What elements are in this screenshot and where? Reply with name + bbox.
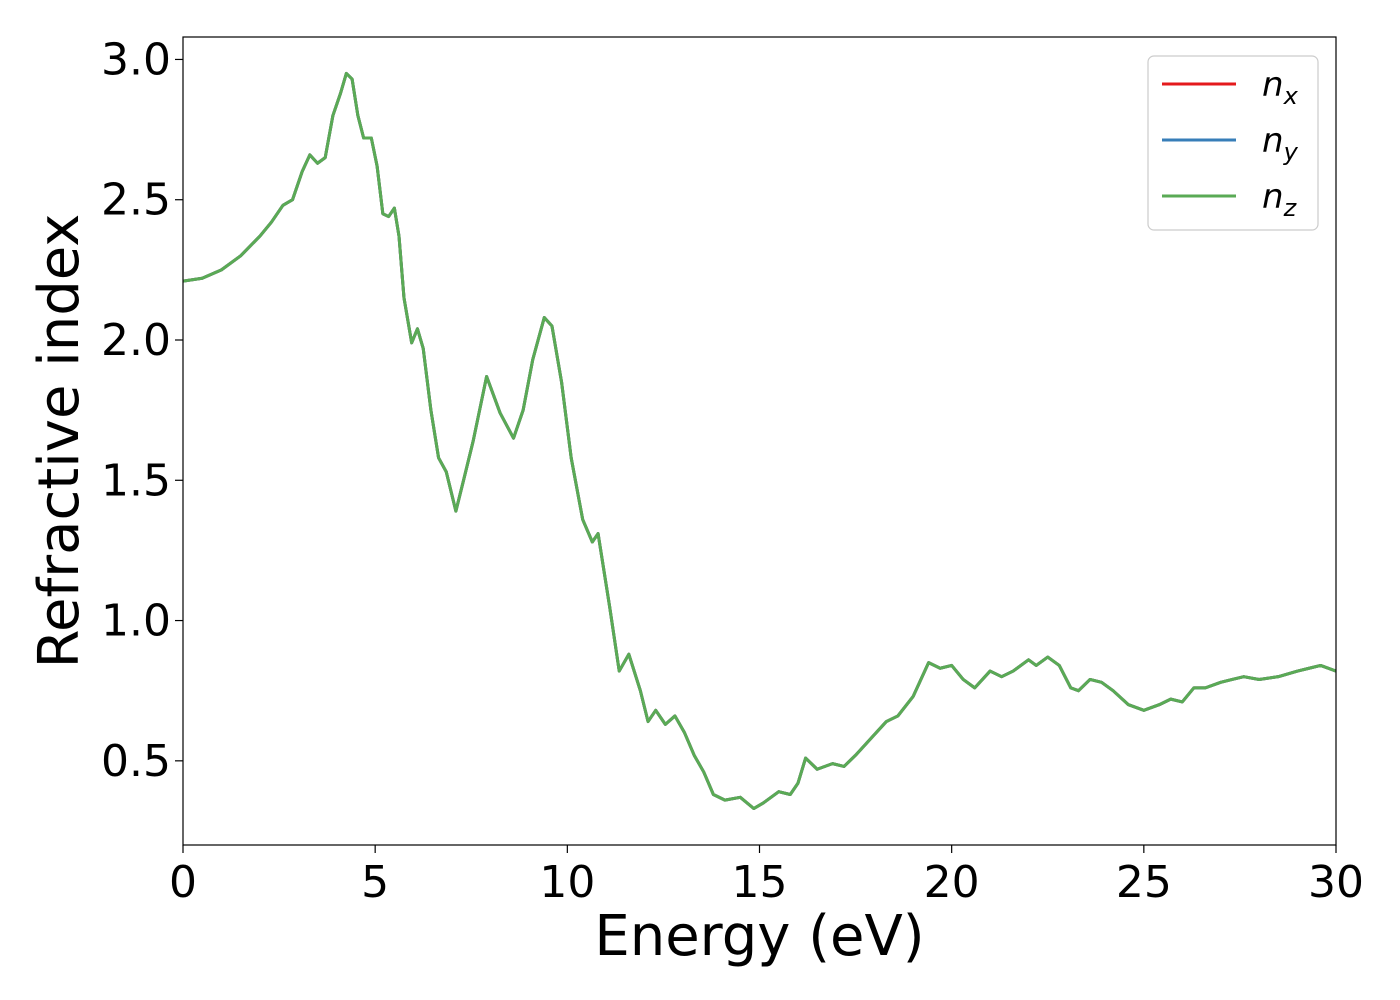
legend-label-y: ny — [1262, 121, 1299, 166]
x-tick-label: 15 — [732, 857, 788, 908]
y-tick-label: 1.5 — [101, 455, 171, 506]
y-tick-label: 1.0 — [101, 596, 171, 647]
x-tick-label: 30 — [1308, 857, 1364, 908]
legend: nx ny nz — [1147, 55, 1319, 231]
legend-label-x: nx — [1262, 65, 1299, 110]
x-tick-label: 25 — [1116, 857, 1172, 908]
y-tick-label: 0.5 — [101, 736, 171, 787]
x-tick-label: 10 — [539, 857, 595, 908]
series-line-z — [183, 71, 1336, 811]
series-layer — [183, 71, 1336, 811]
legend-label-z: nz — [1262, 177, 1298, 222]
x-axis: 0 5 10 15 20 25 30 — [169, 845, 1364, 908]
legend-box — [1147, 55, 1319, 231]
x-tick-label: 20 — [924, 857, 980, 908]
x-axis-label: Energy (eV) — [594, 904, 924, 969]
y-axis-label: Refractive index — [27, 214, 92, 669]
y-tick-label: 2.5 — [101, 175, 171, 226]
y-axis: 0.5 1.0 1.5 2.0 2.5 3.0 — [101, 34, 183, 787]
y-tick-label: 3.0 — [101, 34, 171, 85]
y-tick-label: 2.0 — [101, 315, 171, 366]
x-tick-label: 5 — [361, 857, 389, 908]
x-tick-label: 0 — [169, 857, 197, 908]
